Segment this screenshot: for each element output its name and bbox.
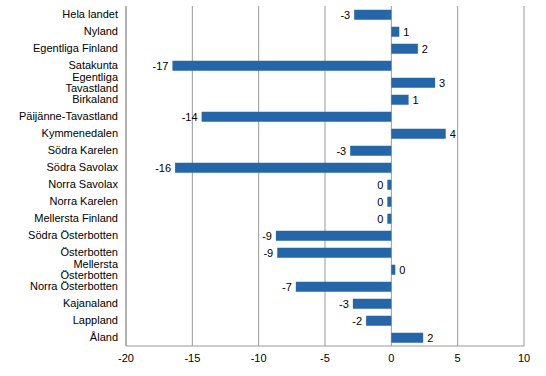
svg-text:Kymmenedalen: Kymmenedalen bbox=[42, 127, 118, 139]
svg-text:Päijänne-Tavastland: Päijänne-Tavastland bbox=[19, 110, 118, 122]
svg-text:-17: -17 bbox=[153, 60, 169, 72]
svg-text:Norra Österbotten: Norra Österbotten bbox=[30, 280, 118, 292]
svg-text:-14: -14 bbox=[182, 111, 198, 123]
svg-text:-9: -9 bbox=[263, 247, 273, 259]
svg-text:-10: -10 bbox=[251, 352, 267, 364]
svg-text:-20: -20 bbox=[118, 352, 134, 364]
svg-text:2: 2 bbox=[422, 43, 428, 55]
svg-text:-16: -16 bbox=[155, 162, 171, 174]
svg-text:Södra Österbotten: Södra Österbotten bbox=[28, 229, 118, 241]
svg-text:2: 2 bbox=[427, 332, 433, 344]
svg-text:-3: -3 bbox=[339, 298, 349, 310]
svg-text:-15: -15 bbox=[184, 352, 200, 364]
svg-text:Satakunta: Satakunta bbox=[68, 59, 118, 71]
svg-text:Hela landet: Hela landet bbox=[62, 8, 118, 20]
svg-text:Åland: Åland bbox=[90, 331, 118, 343]
svg-text:-7: -7 bbox=[282, 281, 292, 293]
svg-text:Norra Savolax: Norra Savolax bbox=[48, 178, 118, 190]
svg-text:Egentliga Finland: Egentliga Finland bbox=[33, 42, 118, 54]
svg-text:MellerstaÖsterbotten: MellerstaÖsterbotten bbox=[61, 258, 119, 281]
svg-text:Nyland: Nyland bbox=[84, 25, 118, 37]
svg-text:0: 0 bbox=[377, 196, 383, 208]
svg-text:Österbotten: Österbotten bbox=[61, 246, 118, 258]
svg-text:Norra Karelen: Norra Karelen bbox=[50, 195, 118, 207]
svg-text:5: 5 bbox=[455, 352, 461, 364]
svg-text:-3: -3 bbox=[336, 145, 346, 157]
svg-text:Kajanaland: Kajanaland bbox=[63, 297, 118, 309]
svg-text:1: 1 bbox=[413, 94, 419, 106]
svg-text:0: 0 bbox=[399, 264, 405, 276]
svg-text:-3: -3 bbox=[340, 9, 350, 21]
svg-text:0: 0 bbox=[377, 179, 383, 191]
svg-text:Södra Karelen: Södra Karelen bbox=[48, 144, 118, 156]
svg-text:-5: -5 bbox=[320, 352, 330, 364]
svg-text:-2: -2 bbox=[352, 315, 362, 327]
svg-text:3: 3 bbox=[439, 77, 445, 89]
svg-text:0: 0 bbox=[377, 213, 383, 225]
svg-text:Birkaland: Birkaland bbox=[72, 93, 118, 105]
svg-text:Södra Savolax: Södra Savolax bbox=[46, 161, 118, 173]
svg-text:Mellersta Finland: Mellersta Finland bbox=[34, 212, 118, 224]
svg-text:-9: -9 bbox=[262, 230, 272, 242]
svg-text:10: 10 bbox=[518, 352, 530, 364]
svg-text:4: 4 bbox=[450, 128, 456, 140]
svg-text:EgentligaTavastland: EgentligaTavastland bbox=[65, 71, 118, 94]
svg-text:Lappland: Lappland bbox=[73, 314, 118, 326]
svg-text:1: 1 bbox=[403, 26, 409, 38]
svg-text:0: 0 bbox=[388, 352, 394, 364]
